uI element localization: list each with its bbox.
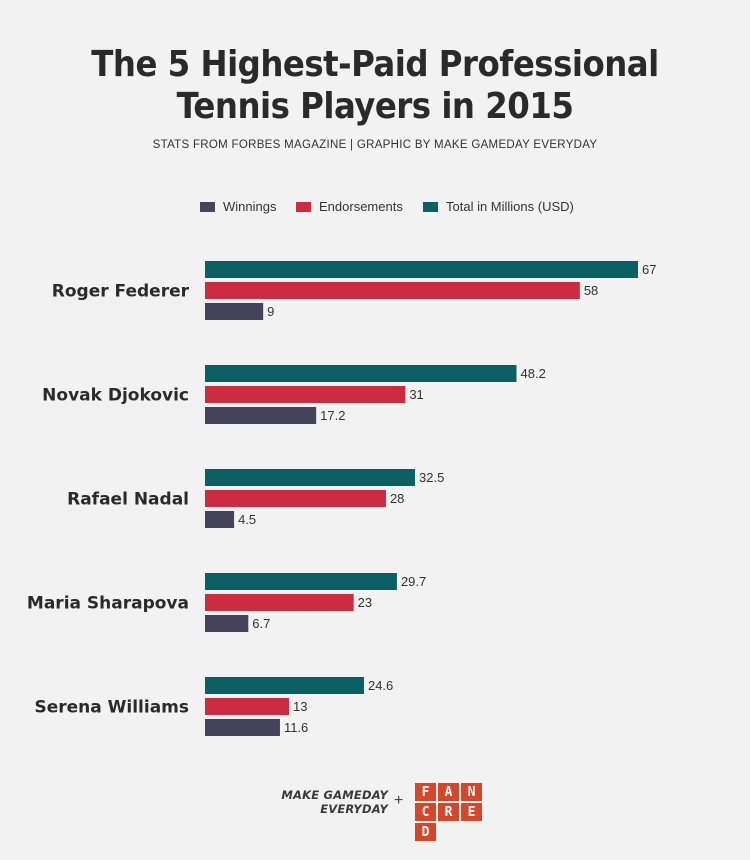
category-label-serena-williams: Serena Williams xyxy=(34,698,189,718)
title-line-1: The 5 Highest-Paid Professional xyxy=(91,44,659,85)
title-line-2: Tennis Players in 2015 xyxy=(176,86,574,127)
legend-item-total: Total in Millions (USD) xyxy=(423,199,574,214)
data-label-endorsements-rafael-nadal: 28 xyxy=(390,491,404,506)
bar-winnings-novak-djokovic xyxy=(205,407,317,424)
legend-swatch-total xyxy=(423,201,438,212)
data-label-total-in-millions-usd--roger-federer: 67 xyxy=(642,262,656,277)
legend-item-endorsements: Endorsements xyxy=(296,199,403,214)
legend-swatch-winnings xyxy=(200,201,215,212)
data-label-endorsements-maria-sharapova: 23 xyxy=(358,595,372,610)
legend-label-winnings: Winnings xyxy=(223,199,277,214)
data-label-winnings-roger-federer: 9 xyxy=(267,304,274,319)
category-label-maria-sharapova: Maria Sharapova xyxy=(27,594,189,614)
bar-endorsements-rafael-nadal xyxy=(205,490,386,507)
data-label-winnings-maria-sharapova: 6.7 xyxy=(252,616,270,631)
bar-winnings-maria-sharapova xyxy=(205,615,249,632)
category-label-roger-federer: Roger Federer xyxy=(52,282,190,302)
fancred-letter: F xyxy=(415,783,436,801)
fancred-letter: D xyxy=(415,823,436,841)
category-label-rafael-nadal: Rafael Nadal xyxy=(67,490,189,510)
data-label-winnings-serena-williams: 11.6 xyxy=(284,720,308,735)
data-label-endorsements-roger-federer: 58 xyxy=(584,283,598,298)
bar-winnings-rafael-nadal xyxy=(205,511,235,528)
bar-winnings-roger-federer xyxy=(205,303,264,320)
data-label-endorsements-novak-djokovic: 31 xyxy=(409,387,423,402)
fancred-letter: C xyxy=(415,803,436,821)
bar-endorsements-maria-sharapova xyxy=(205,594,354,611)
make-gameday-everyday-logo: MAKE GAMEDAY EVERYDAY xyxy=(276,788,388,816)
data-label-total-in-millions-usd--novak-djokovic: 48.2 xyxy=(521,366,546,381)
bar-total-in-millions-usd--maria-sharapova xyxy=(205,573,397,590)
data-label-winnings-novak-djokovic: 17.2 xyxy=(320,408,345,423)
fancred-letter: E xyxy=(461,803,482,821)
chart-title: The 5 Highest-Paid Professional Tennis P… xyxy=(0,44,750,128)
bar-total-in-millions-usd--serena-williams xyxy=(205,677,364,694)
data-label-total-in-millions-usd--serena-williams: 24.6 xyxy=(368,678,393,693)
bar-total-in-millions-usd--roger-federer xyxy=(205,261,638,278)
data-label-total-in-millions-usd--rafael-nadal: 32.5 xyxy=(419,470,444,485)
legend-label-total: Total in Millions (USD) xyxy=(446,199,574,214)
data-label-winnings-rafael-nadal: 4.5 xyxy=(238,512,256,527)
legend-swatch-endorsements xyxy=(296,201,311,212)
plus-sign: + xyxy=(394,792,404,809)
bar-endorsements-novak-djokovic xyxy=(205,386,406,403)
bar-endorsements-serena-williams xyxy=(205,698,290,715)
bar-total-in-millions-usd--novak-djokovic xyxy=(205,365,517,382)
bar-total-in-millions-usd--rafael-nadal xyxy=(205,469,416,486)
bar-winnings-serena-williams xyxy=(205,719,280,736)
bar-endorsements-roger-federer xyxy=(205,282,580,299)
data-label-endorsements-serena-williams: 13 xyxy=(293,699,307,714)
brand-line-2: EVERYDAY xyxy=(320,802,388,816)
fancred-letter: N xyxy=(461,783,482,801)
chart-subtitle: STATS FROM FORBES MAGAZINE | GRAPHIC BY … xyxy=(152,139,598,151)
data-label-total-in-millions-usd--maria-sharapova: 29.7 xyxy=(401,574,426,589)
footer: MAKE GAMEDAY EVERYDAY + F A N C R E D xyxy=(0,778,750,841)
fancred-letter: R xyxy=(438,803,459,821)
fancred-letter: A xyxy=(438,783,459,801)
fancred-logo: F A N C R E D xyxy=(415,783,482,841)
category-label-novak-djokovic: Novak Djokovic xyxy=(42,386,189,406)
legend-label-endorsements: Endorsements xyxy=(319,199,403,214)
legend-item-winnings: Winnings xyxy=(200,199,276,214)
brand-line-1: MAKE GAMEDAY xyxy=(281,788,388,802)
